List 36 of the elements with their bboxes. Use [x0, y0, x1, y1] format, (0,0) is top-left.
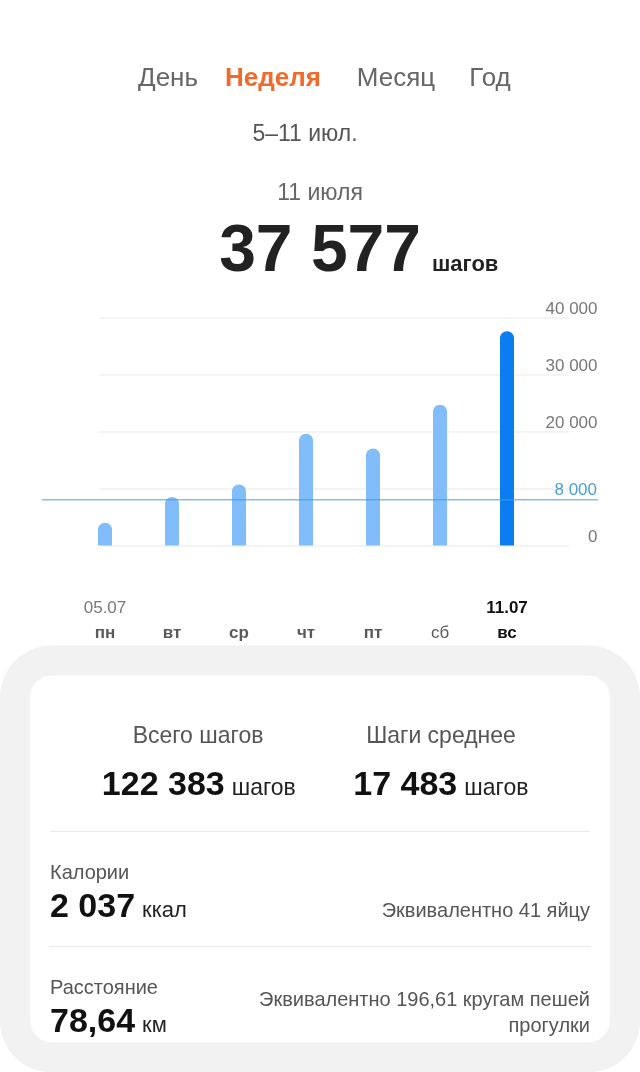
text: Год — [469, 62, 511, 93]
y-tick-label: 30 000 — [545, 355, 598, 375]
text: км — [142, 1012, 167, 1038]
text: Всего шагов — [132, 722, 264, 749]
text: Эквивалентно 196,61 кругам пешей прогулки — [259, 988, 590, 1037]
text: шагов — [231, 774, 296, 801]
x-tick-label: пт — [363, 622, 383, 642]
y-tick-label: 20 000 — [545, 412, 598, 432]
text: 37 577 — [219, 211, 421, 286]
y-tick-label: 0 — [588, 526, 598, 546]
text: Шаги среднее — [366, 722, 516, 749]
x-tick-label: вс — [497, 622, 517, 642]
text: Калории — [50, 861, 130, 884]
chart-subtitle: 11 июля — [277, 179, 363, 206]
x-tick-label: сб — [430, 622, 450, 642]
text: 2 037 — [50, 886, 136, 925]
y-tick-label: 40 000 — [545, 298, 598, 318]
text: Неделя — [225, 62, 321, 93]
text: 122 383 — [101, 764, 225, 803]
ref-line-label: 8 000 — [554, 479, 597, 499]
x-tick-label: ср — [229, 622, 249, 642]
text: 05.07 — [83, 598, 127, 618]
text: шагов — [464, 774, 529, 801]
x-tick-label: вт — [162, 622, 182, 642]
text: Расстояние — [50, 976, 158, 999]
text: Месяц — [356, 62, 436, 93]
x-tick-label: чт — [296, 622, 316, 642]
x-tick-label: пн — [94, 622, 116, 642]
text: ккал — [142, 897, 187, 923]
text: День — [138, 62, 198, 93]
text: 11.07 — [486, 598, 528, 618]
text: 17 483 — [353, 764, 458, 803]
text: шагов — [432, 251, 499, 277]
text: 78,64 — [50, 1001, 136, 1040]
chart-title: 5–11 июл. — [252, 120, 358, 147]
text: Эквивалентно 41 яйцу — [381, 899, 591, 922]
